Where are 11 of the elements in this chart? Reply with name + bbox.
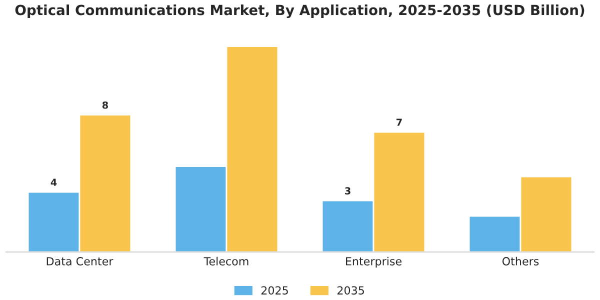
data-label: 3 [345,187,350,195]
x-tick-label: Enterprise [346,256,402,268]
x-tick-label: Data Center [46,257,114,266]
legend-label: 2035 [337,286,364,295]
data-label: 8 [102,101,108,109]
chart-title: Optical Communications Market, By Application, 2025-2035 (USD Billion) [15,4,584,18]
x-tick-label: Others [502,256,539,266]
x-tick-label: Telecom [204,256,248,266]
data-label: 7 [396,118,402,126]
legend-label: 2025 [261,286,288,295]
data-label: 4 [50,178,57,186]
